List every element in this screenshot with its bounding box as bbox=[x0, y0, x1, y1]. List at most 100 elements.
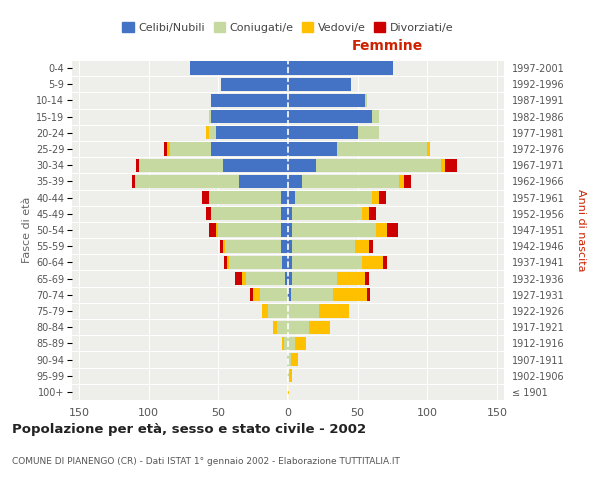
Bar bbox=[211, 110, 288, 124]
Bar bbox=[218, 224, 281, 236]
Bar bbox=[288, 240, 292, 253]
Bar bbox=[288, 369, 289, 382]
Bar bbox=[362, 207, 369, 220]
Bar bbox=[365, 272, 369, 285]
Text: COMUNE DI PIANENGO (CR) - Dati ISTAT 1° gennaio 2002 - Elaborazione TUTTITALIA.I: COMUNE DI PIANENGO (CR) - Dati ISTAT 1° … bbox=[12, 458, 400, 466]
Bar bbox=[221, 78, 288, 91]
Bar bbox=[287, 353, 288, 366]
Bar bbox=[288, 78, 351, 91]
Bar bbox=[365, 94, 367, 107]
Bar bbox=[355, 240, 369, 253]
Bar bbox=[288, 320, 309, 334]
Bar bbox=[253, 288, 260, 302]
Bar bbox=[292, 224, 376, 236]
Bar bbox=[332, 288, 367, 302]
Bar bbox=[260, 288, 288, 302]
Bar bbox=[206, 207, 211, 220]
Bar bbox=[337, 272, 365, 285]
Bar bbox=[211, 207, 281, 220]
Bar bbox=[224, 256, 227, 269]
Bar bbox=[288, 142, 337, 156]
Bar bbox=[302, 175, 400, 188]
Bar bbox=[242, 272, 246, 285]
Bar bbox=[246, 272, 285, 285]
Bar bbox=[358, 126, 379, 140]
Bar bbox=[288, 256, 292, 269]
Bar bbox=[209, 191, 281, 204]
Bar bbox=[379, 191, 386, 204]
Bar bbox=[284, 336, 288, 350]
Text: Popolazione per età, sesso e stato civile - 2002: Popolazione per età, sesso e stato civil… bbox=[12, 422, 366, 436]
Bar bbox=[227, 256, 229, 269]
Bar bbox=[288, 175, 302, 188]
Bar bbox=[211, 94, 288, 107]
Bar bbox=[295, 191, 371, 204]
Bar bbox=[135, 175, 239, 188]
Bar bbox=[281, 191, 288, 204]
Bar bbox=[209, 224, 215, 236]
Bar bbox=[288, 94, 365, 107]
Bar bbox=[292, 272, 337, 285]
Bar bbox=[367, 288, 370, 302]
Bar bbox=[277, 320, 288, 334]
Bar bbox=[209, 126, 215, 140]
Bar bbox=[291, 288, 332, 302]
Bar bbox=[223, 158, 288, 172]
Bar bbox=[362, 256, 383, 269]
Bar bbox=[288, 336, 295, 350]
Bar bbox=[164, 142, 167, 156]
Bar bbox=[281, 224, 288, 236]
Bar bbox=[369, 207, 376, 220]
Bar bbox=[136, 158, 139, 172]
Bar bbox=[223, 240, 225, 253]
Bar bbox=[288, 353, 291, 366]
Bar bbox=[211, 142, 288, 156]
Bar bbox=[285, 272, 288, 285]
Bar bbox=[215, 224, 218, 236]
Bar bbox=[167, 142, 170, 156]
Bar bbox=[369, 240, 373, 253]
Bar bbox=[288, 191, 295, 204]
Bar bbox=[292, 240, 355, 253]
Bar bbox=[292, 256, 362, 269]
Bar bbox=[295, 336, 306, 350]
Text: Femmine: Femmine bbox=[352, 39, 423, 53]
Bar bbox=[404, 175, 410, 188]
Bar bbox=[427, 142, 430, 156]
Bar bbox=[288, 62, 392, 74]
Bar bbox=[268, 304, 288, 318]
Bar bbox=[292, 207, 362, 220]
Bar bbox=[371, 110, 379, 124]
Bar bbox=[283, 336, 284, 350]
Bar bbox=[387, 224, 398, 236]
Bar bbox=[281, 240, 288, 253]
Bar bbox=[288, 304, 319, 318]
Bar bbox=[235, 272, 242, 285]
Bar bbox=[288, 272, 292, 285]
Bar bbox=[288, 224, 292, 236]
Bar bbox=[206, 126, 209, 140]
Bar bbox=[309, 320, 330, 334]
Y-axis label: Fasce di età: Fasce di età bbox=[22, 197, 32, 263]
Bar bbox=[371, 191, 379, 204]
Legend: Celibi/Nubili, Coniugati/e, Vedovi/e, Divorziati/e: Celibi/Nubili, Coniugati/e, Vedovi/e, Di… bbox=[118, 18, 458, 38]
Bar bbox=[220, 240, 223, 253]
Bar bbox=[288, 110, 371, 124]
Bar bbox=[288, 126, 358, 140]
Bar bbox=[132, 175, 135, 188]
Y-axis label: Anni di nascita: Anni di nascita bbox=[575, 188, 586, 271]
Bar bbox=[319, 304, 349, 318]
Bar bbox=[250, 288, 253, 302]
Bar bbox=[239, 175, 288, 188]
Bar bbox=[316, 158, 441, 172]
Bar bbox=[209, 110, 211, 124]
Bar bbox=[383, 256, 387, 269]
Bar bbox=[441, 158, 445, 172]
Bar bbox=[288, 288, 291, 302]
Bar bbox=[376, 224, 387, 236]
Bar bbox=[225, 240, 281, 253]
Bar bbox=[190, 62, 288, 74]
Bar bbox=[170, 142, 211, 156]
Bar bbox=[202, 191, 209, 204]
Bar bbox=[139, 158, 223, 172]
